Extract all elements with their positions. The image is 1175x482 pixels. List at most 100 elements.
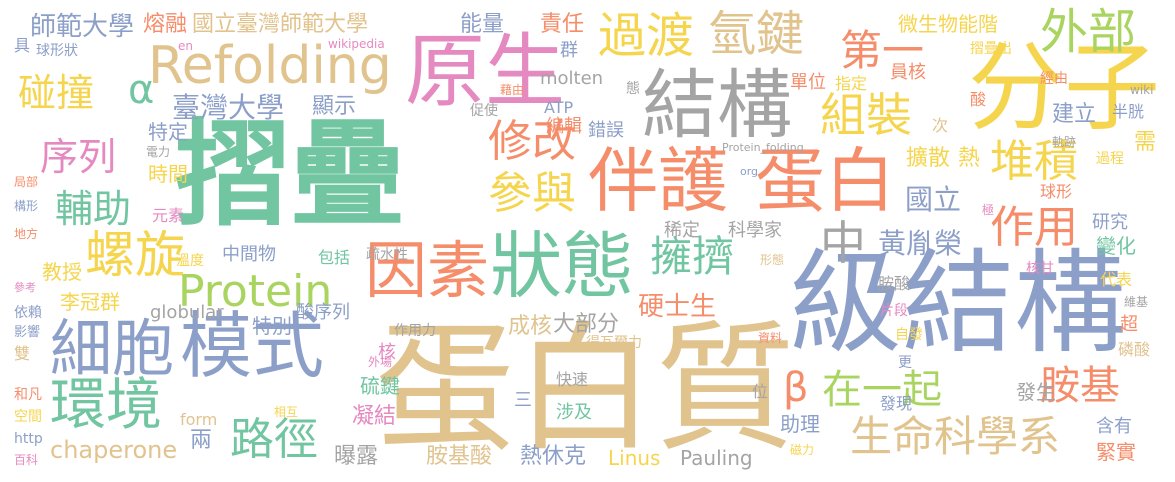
word-edit: 編輯 [546, 116, 582, 137]
word-need: 需 [1134, 130, 1157, 155]
word-micro-energy: 微生物能階 [898, 12, 998, 36]
word-protein-folding: Protein_folding [722, 141, 804, 154]
word-unit: 單位 [790, 72, 826, 93]
word-temperature: 溫度 [176, 253, 204, 269]
word-compact: 緊實 [1096, 440, 1136, 464]
word-amino: 胺基 [1040, 363, 1120, 409]
word-fold: 摺疊 [175, 108, 406, 242]
word-protein-zh: 蛋白質 [375, 308, 796, 471]
word-two: 兩 [190, 428, 213, 453]
word-wiki-zh: 維基 [1124, 295, 1149, 309]
word-native: 原生 [405, 25, 565, 118]
word-position: 位 [752, 382, 769, 401]
word-together: 在一起 [822, 367, 942, 413]
word-contain: 含有 [1096, 416, 1132, 437]
word-cell: 細胞 [50, 312, 175, 385]
word-nucleation: 成核 [508, 314, 553, 339]
word-occur: 發生 [1016, 380, 1056, 404]
word-transition: 過渡 [598, 8, 695, 64]
word-structure: 結構 [642, 61, 793, 149]
word-masters-student: 硬士生 [638, 292, 717, 322]
word-acid-seq: 酸序列 [296, 302, 350, 323]
word-spontaneous: 自發 [895, 327, 923, 343]
word-middle: 中 [820, 216, 866, 270]
word-diffusion: 擴散 [906, 146, 951, 171]
word-huang-yin-rong: 黃胤榮 [878, 227, 963, 260]
word-member-core: 員核 [890, 62, 926, 83]
word-hbond: 氫鍵 [708, 6, 805, 62]
word-packing: 堆積 [990, 136, 1078, 187]
word-cysteine: 半胱 [1112, 102, 1145, 121]
word-alpha: α [128, 67, 155, 113]
word-national: 國立 [905, 183, 962, 216]
word-first: 第一 [840, 26, 925, 75]
word-ntu: 臺灣大學 [172, 91, 285, 124]
word-via: 經由 [1040, 71, 1068, 87]
word-crowding: 擁擠 [650, 232, 735, 281]
word-protein-en: Protein [178, 266, 333, 317]
word-participate: 參與 [488, 168, 576, 219]
word-phosphate: 磷酸 [1118, 340, 1151, 359]
word-display: 顯示 [312, 94, 357, 119]
word-ntnu-full: 國立臺灣師範大學 [192, 12, 369, 37]
word-protein-short: 蛋白 [755, 140, 895, 222]
word-possess: 具 [14, 36, 31, 55]
word-establish: 建立 [1052, 102, 1097, 127]
word-form: form [180, 410, 218, 429]
word-van-der-waals: 得瓦爾力 [586, 335, 642, 351]
word-time: 時間 [148, 162, 188, 186]
word-collision: 碰撞 [18, 71, 95, 115]
word-fast: 快速 [556, 370, 589, 389]
word-molecule: 分子 [968, 32, 1160, 144]
word-specific: 特定 [148, 120, 188, 144]
word-force: 作用力 [394, 323, 436, 339]
word-reference: 參考 [14, 281, 36, 294]
word-pathway: 路徑 [230, 414, 318, 465]
word-include: 包括 [318, 248, 351, 267]
word-process: 過程 [1096, 151, 1124, 167]
word-and-fan: 和凡 [14, 387, 42, 403]
word-mode: 模式 [180, 304, 325, 388]
word-external: 外部 [1040, 4, 1137, 60]
word-state: 狀態 [490, 224, 635, 308]
word-nucleotide: 核甘 [1026, 261, 1054, 277]
word-fragment: 片段 [880, 303, 908, 319]
word-wiki: wiki [1130, 83, 1154, 97]
word-chaperone-zh: 伴護 [588, 140, 728, 222]
word-environment: 環境 [50, 373, 162, 438]
word-super: 超 [1120, 314, 1138, 335]
word-level-structure: 級結構 [790, 239, 1126, 369]
word-more: 更 [898, 355, 912, 371]
word-org: org [740, 165, 759, 178]
word-assistant: 助理 [780, 412, 820, 436]
word-wikipedia: wikipedia [328, 37, 385, 51]
word-atp: ATP [544, 98, 574, 117]
word-molten: molten [540, 68, 604, 89]
word-external-field: 外場 [368, 355, 393, 369]
word-core: 核 [378, 342, 396, 363]
word-trajectory: 軌跡 [1052, 135, 1077, 149]
word-normal-univ: 師範大學 [30, 12, 135, 42]
word-state-short: 態 [626, 81, 640, 97]
word-factor: 因素 [365, 234, 490, 307]
word-assembly: 組裝 [820, 88, 912, 142]
word-beta: β [783, 365, 809, 411]
word-spherical: 球形狀 [36, 43, 78, 59]
word-amino-acid-2: 胺酸 [878, 274, 911, 293]
word-morphology: 形態 [760, 253, 785, 267]
word-sequence: 序列 [40, 135, 117, 179]
word-fold-out: 摺疊出 [970, 41, 1012, 57]
word-en: en [178, 39, 193, 53]
word-heat: 熱 [958, 146, 981, 171]
word-energy: 能量 [460, 12, 505, 37]
word-refolding: Refolding [148, 36, 392, 96]
word-pauling: Pauling [680, 446, 753, 470]
word-disulfide: 硫鍵 [360, 374, 400, 398]
word-globular-en: globular [150, 302, 224, 323]
word-research: 研究 [1092, 212, 1128, 233]
word-change: 變化 [1096, 234, 1136, 258]
word-by-means: 藉由 [500, 83, 525, 97]
word-coagulate: 凝結 [352, 404, 397, 429]
word-electric: 電力 [146, 145, 171, 159]
